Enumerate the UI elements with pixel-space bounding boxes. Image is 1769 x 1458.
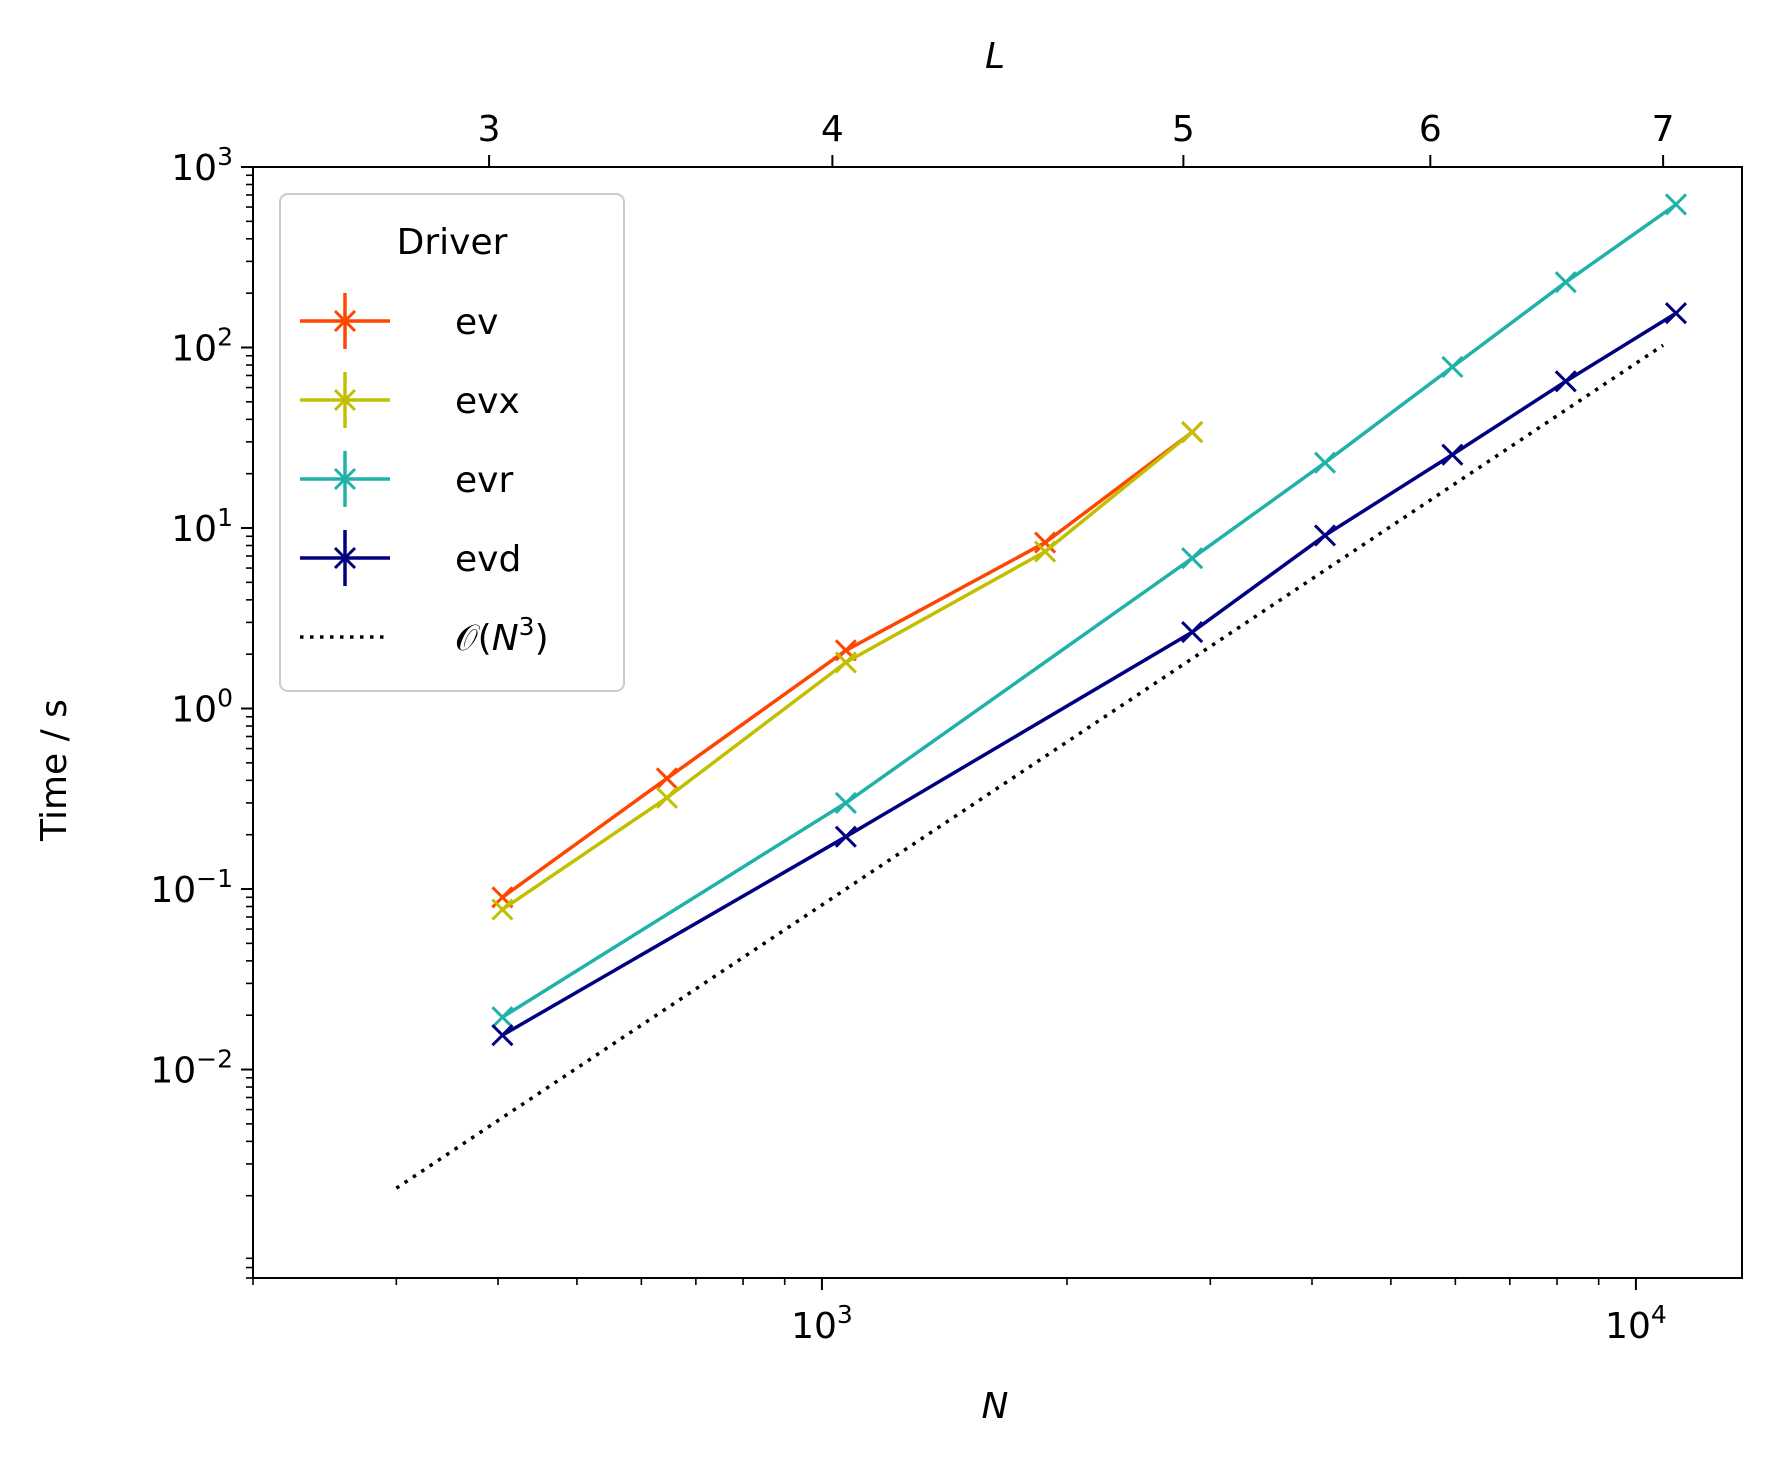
data-point-evx: [1181, 421, 1204, 444]
series-evd: [491, 302, 1688, 1047]
data-point-evr: [834, 791, 857, 814]
data-point-evr: [491, 1006, 514, 1029]
data-point-evr: [1664, 193, 1688, 216]
series-line-evr: [501, 203, 1678, 1019]
data-point-evr: [1313, 451, 1337, 474]
legend-label: evd: [455, 539, 521, 580]
legend-marker: [333, 467, 357, 491]
legend-item-evr: evr: [300, 451, 513, 507]
data-point-evd: [1554, 370, 1577, 393]
data-point-ev: [1034, 531, 1057, 554]
x-tick-label: 103: [791, 1300, 853, 1347]
legend-marker: [333, 309, 357, 333]
data-point-evr: [1441, 355, 1464, 379]
x-axis-label: N: [982, 1386, 1009, 1427]
y-tick-label: 100: [171, 684, 233, 731]
series-evx: [491, 421, 1204, 921]
data-point-evx: [1034, 540, 1057, 563]
legend-item-evd: evd: [300, 530, 521, 586]
legend-title: Driver: [397, 222, 508, 263]
data-point-evx: [834, 651, 857, 674]
legend-item-ev: ev: [300, 293, 498, 349]
y-tick-label: 10−2: [150, 1045, 233, 1092]
data-point-evd: [1181, 621, 1204, 644]
top-tick-label: 3: [478, 109, 501, 150]
data-point-evr: [1554, 271, 1577, 294]
reference-layer: [395, 343, 1665, 1190]
legend-box: [279, 193, 625, 692]
data-point-evd: [1313, 524, 1337, 547]
y-tick-label: 101: [171, 503, 233, 550]
data-point-evr: [1181, 547, 1204, 570]
top-tick-label: 5: [1172, 109, 1195, 150]
data-point-evd: [834, 825, 857, 848]
top-tick-label: 7: [1652, 109, 1675, 150]
legend: Driver ev evx evr evd 𝒪(N3): [279, 193, 625, 692]
legend-label: evx: [455, 381, 520, 422]
reference-line: [395, 343, 1665, 1190]
axes-layer: 103 104 10−2 10−1 100 101 102 103 3 4 5 6 7: [150, 109, 1743, 1347]
y-tick-label: 103: [171, 142, 233, 189]
legend-label: 𝒪(N3): [455, 612, 549, 659]
y-axis-label: Time / s: [34, 699, 75, 842]
legend-label: evr: [455, 460, 513, 501]
data-point-evd: [1664, 302, 1688, 325]
x-tick-label: 104: [1605, 1300, 1667, 1347]
data-point-ev: [655, 767, 678, 790]
legend-marker: [333, 388, 357, 412]
series-evr: [491, 193, 1688, 1029]
data-point-evx: [491, 898, 514, 921]
legend-item-reference: 𝒪(N3): [300, 612, 549, 659]
legend-item-evx: evx: [300, 372, 520, 428]
y-tick-label: 10−1: [150, 864, 233, 911]
data-point-evd: [1441, 443, 1464, 466]
top-tick-label: 6: [1419, 109, 1442, 150]
plot-frame: [252, 166, 1743, 1279]
data-point-evx: [655, 786, 678, 809]
top-axis-label: L: [985, 36, 1005, 77]
series-line-evd: [501, 311, 1677, 1037]
legend-marker: [333, 546, 357, 570]
y-tick-label: 102: [171, 323, 233, 370]
data-point-evd: [491, 1024, 514, 1047]
top-tick-label: 4: [821, 109, 844, 150]
series-layer: [491, 193, 1688, 1047]
legend-label: ev: [455, 302, 498, 343]
